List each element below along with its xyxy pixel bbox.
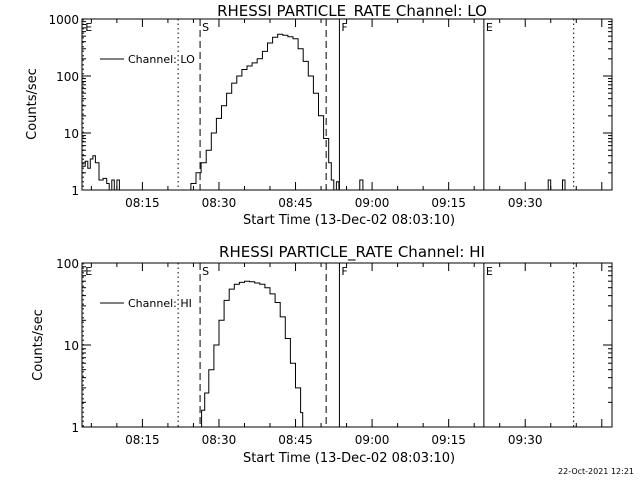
series-line-lo-0-0 <box>82 155 120 191</box>
x-axis-label-lo: Start Time (13-Dec-02 08:03:10) <box>243 213 455 228</box>
y-axis-label-lo: Counts/sec <box>25 68 40 140</box>
marker-label-lo-0: E <box>85 21 92 34</box>
y-tick-label-lo-1: 1 <box>71 184 79 198</box>
legend-label-hi: Channel: HI <box>128 297 192 310</box>
chart-hi: RHESSI PARTICLE_RATE Channel: HIE S F E08:1… <box>31 243 613 466</box>
marker-label-hi-5: E <box>486 265 493 278</box>
chart-lo: RHESSI PARTICLE_RATE Channel: LOE S F E08:1… <box>25 2 613 228</box>
x-tick-label-lo-0845: 08:45 <box>278 196 313 210</box>
chart-title-lo: RHESSI PARTICLE_RATE Channel: LO <box>217 2 487 21</box>
marker-label-lo-5: E <box>486 21 493 34</box>
x-tick-label-lo-0830: 08:30 <box>202 196 237 210</box>
y-tick-label-lo-1000: 1000 <box>48 13 79 27</box>
series-line-lo-0-2 <box>356 179 364 191</box>
x-tick-label-hi-0815: 08:15 <box>125 433 160 447</box>
x-axis-label-hi: Start Time (13-Dec-02 08:03:10) <box>243 451 455 466</box>
marker-label-lo-2: S <box>202 21 209 34</box>
x-tick-label-hi-0900: 09:00 <box>355 433 390 447</box>
series-line-lo-0-1 <box>185 33 340 191</box>
marker-label-hi-0: E <box>85 265 92 278</box>
y-tick-label-lo-10: 10 <box>64 127 79 141</box>
marker-label-hi-4: F <box>341 265 347 278</box>
y-axis-label-hi: Counts/sec <box>31 309 46 381</box>
x-tick-label-hi-0845: 08:45 <box>278 433 313 447</box>
series-line-hi-0-0 <box>198 280 304 428</box>
y-tick-label-hi-100: 100 <box>56 257 79 271</box>
x-tick-label-lo-0915: 09:15 <box>431 196 466 210</box>
chart-title-hi: RHESSI PARTICLE_RATE Channel: HI <box>219 243 485 262</box>
x-tick-label-lo-0930: 09:30 <box>508 196 543 210</box>
y-tick-label-lo-100: 100 <box>56 70 79 84</box>
series-line-lo-0-3 <box>545 179 566 191</box>
marker-label-hi-2: S <box>202 265 209 278</box>
y-tick-label-hi-10: 10 <box>64 339 79 353</box>
legend-label-lo: Channel: LO <box>128 53 195 66</box>
marker-label-lo-4: F <box>341 21 347 34</box>
generated-timestamp: 22-Oct-2021 12:21 <box>558 467 634 476</box>
x-tick-label-lo-0900: 09:00 <box>355 196 390 210</box>
x-tick-label-lo-0815: 08:15 <box>125 196 160 210</box>
y-tick-label-hi-1: 1 <box>71 421 79 435</box>
x-tick-label-hi-0830: 08:30 <box>202 433 237 447</box>
x-tick-label-hi-0915: 09:15 <box>431 433 466 447</box>
x-tick-label-hi-0930: 09:30 <box>508 433 543 447</box>
